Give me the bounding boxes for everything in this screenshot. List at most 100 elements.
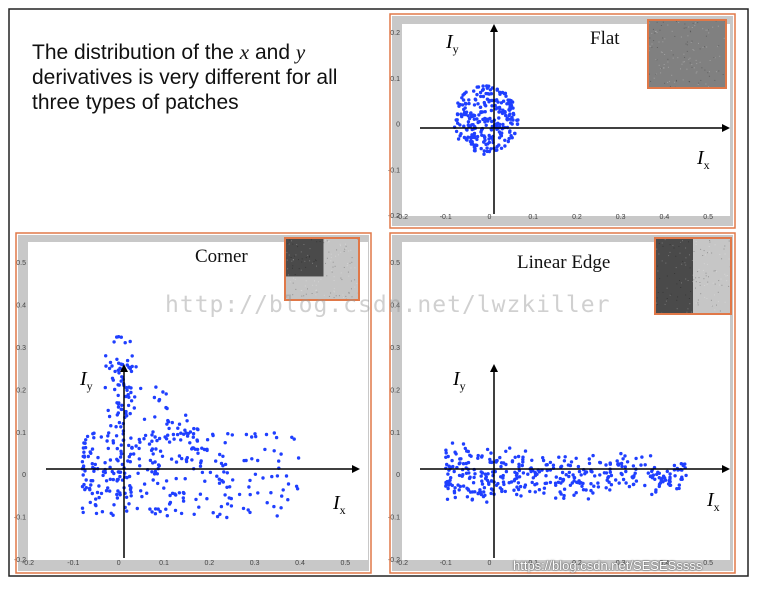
scatter-point	[177, 491, 182, 495]
y-tick-label: -0.1	[388, 167, 400, 174]
scatter-point	[445, 462, 449, 467]
scatter-point	[485, 146, 489, 150]
scatter-point	[478, 90, 483, 95]
scatter-point	[448, 465, 452, 469]
scatter-point	[656, 470, 660, 474]
y-tick-label: -0.1	[388, 515, 400, 522]
linear-edge-plot: -0.2 -0.1 0 0.1 0.2 0.3 0.4 0.5 -0.2 -0.1 0 0.1 0.2 0…	[388, 232, 736, 574]
scatter-point	[505, 117, 509, 122]
scatter-point	[545, 463, 549, 467]
scatter-point	[482, 152, 486, 156]
scatter-point	[104, 354, 108, 358]
scatter-point	[157, 464, 161, 468]
scatter-point	[129, 452, 133, 456]
scatter-point	[475, 137, 479, 142]
scatter-point	[270, 474, 274, 479]
scatter-point	[444, 455, 448, 459]
scatter-point	[490, 119, 494, 124]
scatter-point	[591, 453, 595, 458]
y-tick-label: -0.2	[14, 557, 26, 564]
scatter-point	[128, 487, 133, 492]
scatter-point	[483, 472, 488, 476]
scatter-point	[643, 483, 647, 488]
scatter-point	[648, 474, 653, 479]
scatter-point	[619, 471, 623, 476]
scatter-point	[581, 488, 586, 492]
scatter-point	[460, 103, 465, 107]
scatter-point	[128, 460, 132, 464]
credit-watermark: https://blog.csdn.net/SESESssss	[513, 558, 703, 573]
patch-thumbnail	[654, 237, 732, 315]
scatter-point	[459, 132, 463, 136]
scatter-points	[80, 335, 301, 520]
scatter-point	[445, 497, 450, 501]
scatter-point	[93, 462, 98, 467]
scatter-point	[120, 462, 125, 467]
scatter-point	[164, 507, 168, 511]
scatter-point	[256, 491, 260, 495]
scatter-point	[625, 460, 630, 464]
scatter-point	[490, 104, 494, 108]
scatter-point	[174, 460, 179, 464]
scatter-point	[593, 474, 597, 478]
scatter-point	[495, 88, 499, 92]
scatter-point	[454, 118, 459, 122]
scatter-point	[272, 449, 276, 453]
scatter-point	[449, 476, 453, 480]
scatter-point	[205, 448, 209, 453]
scatter-point	[127, 443, 131, 448]
scatter-point	[128, 411, 132, 416]
scatter-point	[480, 110, 485, 114]
scatter-point	[88, 488, 92, 492]
scatter-point	[650, 492, 654, 497]
scatter-point	[184, 413, 188, 417]
scatter-point	[511, 106, 515, 110]
scatter-point	[579, 473, 583, 477]
scatter-point	[562, 487, 567, 491]
scatter-point	[115, 357, 119, 361]
y-tick-label: 0.4	[16, 303, 26, 310]
scatter-point	[507, 136, 511, 141]
scatter-point	[294, 484, 299, 488]
watermark: http://blog.csdn.net/lwzkiller	[165, 292, 611, 318]
scatter-point	[82, 454, 87, 458]
scatter-point	[567, 470, 571, 475]
scatter-point	[574, 456, 578, 460]
scatter-point	[81, 473, 85, 477]
scatter-point	[254, 434, 258, 439]
x-tick-label: 0.5	[340, 560, 350, 567]
scatter-point	[480, 479, 484, 483]
scatter-point	[564, 473, 568, 477]
scatter-point	[572, 493, 576, 497]
scatter-point	[563, 455, 567, 459]
scatter-point	[544, 481, 549, 485]
scatter-point	[208, 470, 213, 475]
scatter-point	[684, 473, 688, 478]
scatter-point	[253, 432, 257, 436]
scatter-point	[500, 111, 505, 116]
scatter-point	[484, 142, 488, 147]
scatter-point	[619, 461, 624, 466]
scatter-point	[112, 503, 116, 507]
scatter-point	[120, 407, 124, 412]
x-tick-label: -0.2	[396, 560, 408, 567]
caption-y-var: y	[295, 40, 306, 64]
scatter-point	[620, 464, 624, 469]
scatter-point	[584, 488, 588, 492]
scatter-point	[127, 365, 131, 369]
scatter-point	[129, 490, 133, 494]
scatter-point	[127, 474, 132, 479]
scatter-point	[609, 483, 614, 487]
scatter-point	[521, 457, 525, 462]
scatter-point	[589, 482, 593, 486]
scatter-point	[118, 474, 122, 479]
scatter-point	[486, 117, 490, 122]
scatter-point	[457, 104, 461, 108]
scatter-point	[85, 434, 90, 439]
scatter-point	[105, 439, 109, 443]
scatter-point	[461, 93, 465, 97]
scatter-point	[570, 481, 574, 485]
scatter-point	[110, 364, 114, 368]
scatter-point	[465, 495, 470, 499]
scatter-point	[504, 469, 509, 474]
